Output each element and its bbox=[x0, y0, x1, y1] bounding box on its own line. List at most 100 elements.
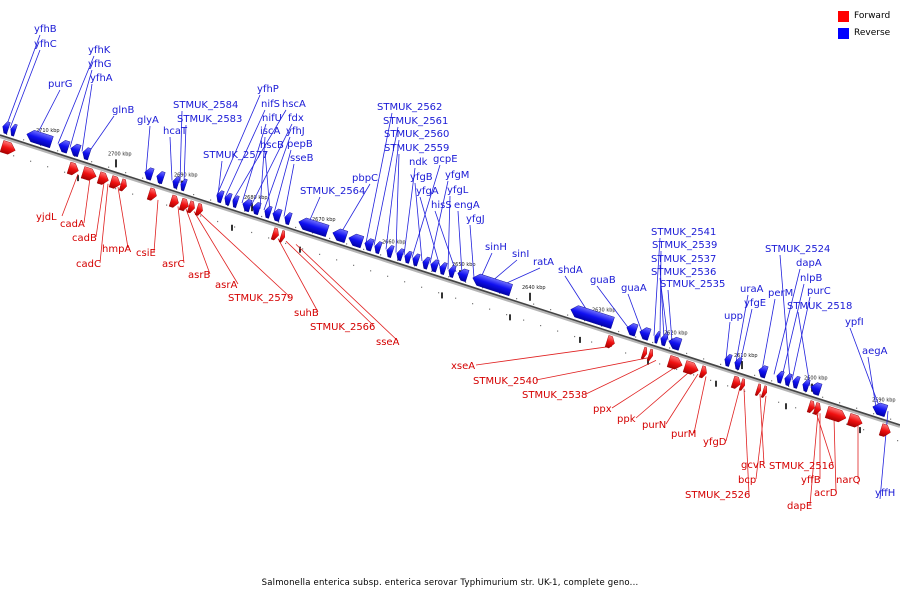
forward-gene bbox=[812, 402, 821, 415]
leader-line bbox=[725, 321, 731, 359]
leader-line bbox=[153, 199, 159, 253]
gene-label-gcpe: gcpE bbox=[433, 154, 458, 165]
backbone-line bbox=[0, 134, 900, 426]
minor-tick bbox=[244, 210, 246, 212]
gene-label-yjdl: yjdL bbox=[36, 212, 57, 223]
forward-gene bbox=[730, 375, 741, 389]
minor-tick bbox=[421, 286, 423, 288]
reverse-gene bbox=[2, 121, 11, 135]
leader-line bbox=[5, 34, 41, 128]
gene-label-acrd: acrD bbox=[814, 488, 838, 499]
tick-label: 2710 kbp bbox=[36, 128, 60, 134]
figure-caption: Salmonella enterica subsp. enterica sero… bbox=[261, 578, 639, 588]
genome-backbone bbox=[0, 134, 900, 428]
gene-label-yfhp: yfhP bbox=[257, 84, 279, 95]
gene-label-ppk: ppk bbox=[617, 414, 636, 425]
gene-label-guab: guaB bbox=[590, 275, 616, 286]
gene-label-stmuk-2538: STMUK_2538 bbox=[522, 390, 587, 401]
gene-label-suhb: suhB bbox=[294, 308, 319, 319]
forward-gene bbox=[96, 171, 109, 185]
leader-line bbox=[755, 395, 767, 480]
gene-label-glya: glyA bbox=[137, 115, 159, 126]
leader-line bbox=[447, 195, 451, 270]
leader-line bbox=[419, 196, 441, 267]
minor-tick bbox=[159, 183, 161, 185]
leader-line bbox=[469, 224, 475, 278]
minor-tick bbox=[23, 139, 25, 141]
leader-line bbox=[285, 240, 375, 327]
gene-label-gcvr: gcvR bbox=[741, 460, 766, 471]
leader-line bbox=[761, 298, 776, 371]
tick-label: 2600 kbp bbox=[804, 376, 828, 382]
tick-label: 2700 kbp bbox=[108, 151, 132, 157]
reverse-gene bbox=[802, 379, 811, 393]
minor-tick bbox=[115, 188, 117, 190]
reverse-gene bbox=[422, 256, 431, 270]
forward-gene bbox=[178, 197, 189, 211]
reverse-gene bbox=[144, 167, 155, 181]
minor-tick bbox=[890, 418, 892, 420]
gene-label-nifs: nifS bbox=[261, 99, 280, 110]
minor-tick bbox=[380, 254, 382, 256]
gene-label-pbpc: pbpC bbox=[352, 173, 378, 184]
leader-line bbox=[693, 376, 707, 434]
gene-label-hmpa: hmpA bbox=[102, 244, 131, 255]
gene-label-yfha: yfhA bbox=[90, 73, 113, 84]
backbone-shadow bbox=[0, 135, 900, 428]
minor-tick bbox=[489, 308, 491, 310]
minor-tick bbox=[839, 402, 841, 404]
reverse-gene bbox=[10, 123, 18, 137]
leader-line bbox=[145, 125, 151, 173]
gene-label-stmuk-2539: STMUK_2539 bbox=[652, 240, 717, 251]
gene-label-aega: aegA bbox=[862, 346, 888, 357]
leader-line bbox=[815, 411, 834, 466]
gene-label-yfgm: yfgM bbox=[445, 170, 469, 181]
gene-label-yfge: yfgE bbox=[744, 298, 766, 309]
minor-tick bbox=[778, 401, 780, 403]
reverse-swatch bbox=[838, 27, 849, 39]
leader-line bbox=[365, 112, 393, 244]
gene-label-asrb: asrB bbox=[188, 270, 210, 281]
leader-line bbox=[779, 254, 791, 380]
leader-line bbox=[627, 293, 643, 333]
gene-label-stmuk-2524: STMUK_2524 bbox=[765, 244, 830, 255]
forward-gene bbox=[646, 348, 653, 362]
reverse-gene bbox=[439, 262, 448, 276]
forward-gene bbox=[0, 140, 16, 155]
tick-label: 2660 kbp bbox=[382, 240, 406, 246]
reverse-gene bbox=[284, 212, 293, 226]
minor-tick bbox=[74, 155, 76, 157]
minor-tick bbox=[438, 292, 440, 294]
minor-tick bbox=[47, 166, 49, 168]
minor-tick bbox=[132, 193, 134, 195]
reverse-gene bbox=[734, 357, 743, 371]
gene-label-stmuk-2560: STMUK_2560 bbox=[384, 129, 449, 140]
leader-line bbox=[232, 109, 287, 201]
gene-label-stmuk-2564: STMUK_2564 bbox=[300, 186, 365, 197]
leader-line bbox=[596, 285, 629, 328]
reverse-gene bbox=[724, 354, 733, 367]
legend: Forward Reverse bbox=[838, 9, 890, 43]
gene-label-stmuk-2540: STMUK_2540 bbox=[473, 376, 538, 387]
gene-label-yfhk: yfhK bbox=[88, 45, 111, 56]
minor-tick bbox=[635, 336, 637, 338]
gene-label-stmuk-2566: STMUK_2566 bbox=[310, 322, 375, 333]
forward-gene bbox=[80, 166, 97, 181]
gene-label-stmuk-2562: STMUK_2562 bbox=[377, 102, 442, 113]
leader-line bbox=[773, 268, 801, 375]
gene-label-yfgj: yfgJ bbox=[466, 214, 485, 225]
leader-line bbox=[193, 211, 239, 285]
gene-label-hcat: hcaT bbox=[163, 126, 188, 137]
leader-line bbox=[414, 182, 423, 262]
minor-tick bbox=[200, 215, 202, 217]
minor-tick bbox=[856, 407, 858, 409]
forward-gene bbox=[760, 385, 767, 398]
gene-label-cadc: cadC bbox=[76, 259, 101, 270]
minor-tick bbox=[744, 390, 746, 392]
forward-gene bbox=[66, 161, 79, 176]
gene-label-asrc: asrC bbox=[162, 259, 184, 270]
leader-line bbox=[199, 213, 291, 298]
leader-line bbox=[185, 208, 211, 275]
minor-tick bbox=[57, 150, 59, 152]
minor-tick bbox=[217, 220, 219, 223]
